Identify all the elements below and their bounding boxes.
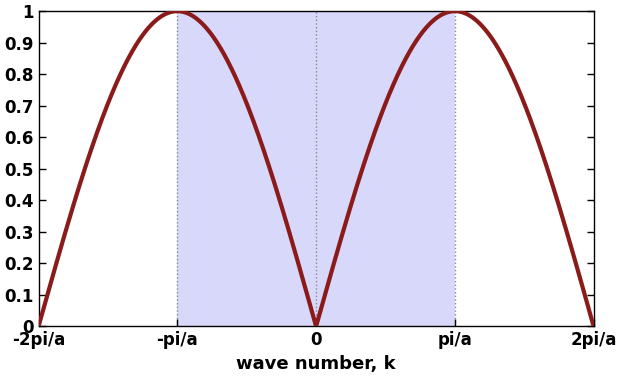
Bar [178, 11, 455, 326]
X-axis label: wave number, k: wave number, k [236, 355, 396, 373]
